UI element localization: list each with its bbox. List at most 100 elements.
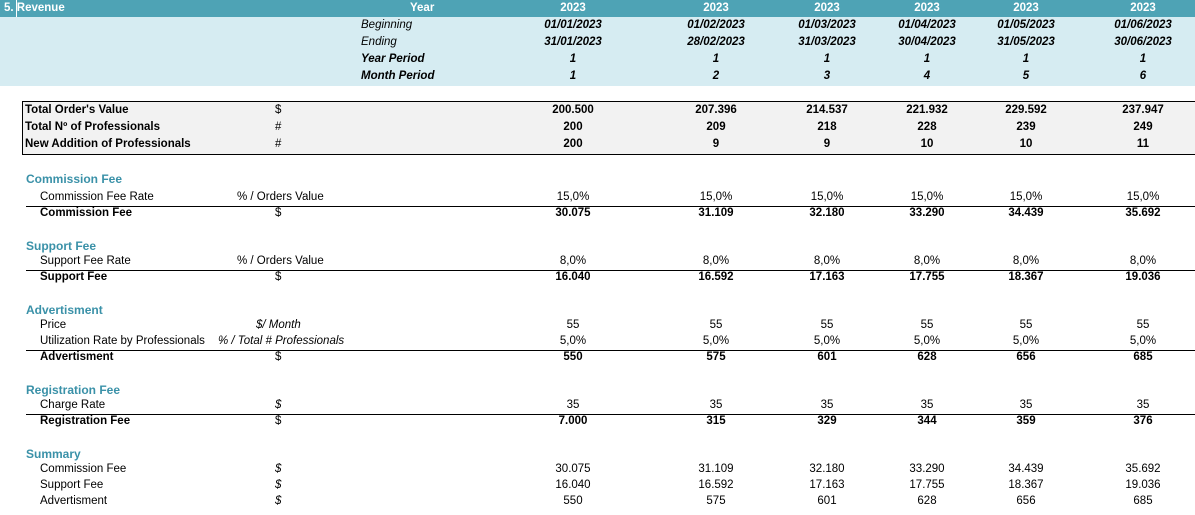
row-label: Commission Fee Rate bbox=[40, 191, 154, 203]
year-period-cell: 1 bbox=[569, 53, 577, 65]
total-value: 575 bbox=[706, 351, 726, 363]
totals-row-value: 218 bbox=[817, 121, 837, 133]
row-value: 5,0% bbox=[1129, 335, 1157, 347]
month-period-cell: 4 bbox=[923, 70, 931, 82]
summary-row-unit: $ bbox=[275, 463, 282, 475]
row-value: 5,0% bbox=[702, 335, 730, 347]
total-value: 601 bbox=[817, 351, 837, 363]
row-label: Price bbox=[40, 319, 67, 331]
summary-row-value: 33.290 bbox=[909, 463, 945, 475]
row-value: 35 bbox=[709, 399, 723, 411]
row-unit: $/ Month bbox=[256, 319, 301, 331]
month-period-label: Month Period bbox=[361, 70, 435, 82]
total-value: 16.040 bbox=[555, 271, 591, 283]
summary-row-value: 32.180 bbox=[809, 463, 845, 475]
row-value: 15,0% bbox=[1126, 191, 1160, 203]
totals-block bbox=[22, 101, 1195, 155]
row-value: 55 bbox=[820, 319, 834, 331]
summary-row-unit: $ bbox=[275, 495, 282, 507]
beginning-date-cell: 01/02/2023 bbox=[687, 19, 745, 31]
totals-row-value: 200 bbox=[563, 121, 583, 133]
summary-row-value: 656 bbox=[1016, 495, 1036, 507]
row-value: 15,0% bbox=[810, 191, 844, 203]
total-value: 35.692 bbox=[1125, 207, 1161, 219]
summary-row-label: Support Fee bbox=[40, 479, 104, 491]
section-total-rule bbox=[26, 414, 1195, 415]
row-value: 8,0% bbox=[559, 255, 587, 267]
year-period-cell: 1 bbox=[823, 53, 831, 65]
totals-row-value: 10 bbox=[920, 138, 934, 150]
row-value: 15,0% bbox=[910, 191, 944, 203]
beginning-label: Beginning bbox=[361, 19, 413, 31]
row-value: 5,0% bbox=[1012, 335, 1040, 347]
section-total-rule bbox=[26, 206, 1195, 207]
total-value: 376 bbox=[1133, 415, 1153, 427]
summary-row-unit: $ bbox=[275, 479, 282, 491]
row-value: 8,0% bbox=[1129, 255, 1157, 267]
totals-row-value: 214.537 bbox=[806, 104, 848, 116]
section-total-rule bbox=[26, 350, 1195, 351]
row-label: Support Fee Rate bbox=[40, 255, 131, 267]
totals-row-value: 228 bbox=[917, 121, 937, 133]
row-value: 15,0% bbox=[699, 191, 733, 203]
row-value: 35 bbox=[920, 399, 934, 411]
total-value: 19.036 bbox=[1125, 271, 1161, 283]
row-value: 55 bbox=[566, 319, 580, 331]
ending-date-cell: 30/04/2023 bbox=[898, 36, 956, 48]
summary-row-value: 601 bbox=[817, 495, 837, 507]
summary-row-value: 19.036 bbox=[1125, 479, 1161, 491]
section-heading: Advertisment bbox=[26, 303, 103, 317]
month-period-cell: 6 bbox=[1139, 70, 1147, 82]
year-cell: 2023 bbox=[1013, 2, 1039, 14]
section-total-rule bbox=[26, 270, 1195, 271]
total-value: 329 bbox=[817, 415, 837, 427]
totals-row-value: 11 bbox=[1136, 138, 1150, 150]
total-value: 34.439 bbox=[1008, 207, 1044, 219]
totals-row-value: 9 bbox=[823, 138, 831, 150]
summary-row-value: 685 bbox=[1133, 495, 1153, 507]
summary-row-value: 16.592 bbox=[698, 479, 734, 491]
summary-row-value: 30.075 bbox=[555, 463, 591, 475]
total-value: 32.180 bbox=[809, 207, 845, 219]
total-label: Advertisment bbox=[40, 351, 114, 363]
summary-row-label: Advertisment bbox=[40, 495, 108, 507]
month-period-cell: 2 bbox=[712, 70, 720, 82]
row-value: 35 bbox=[1136, 399, 1150, 411]
total-label: Registration Fee bbox=[40, 415, 131, 427]
summary-row-value: 34.439 bbox=[1008, 463, 1044, 475]
year-period-label: Year Period bbox=[361, 53, 425, 65]
row-value: 8,0% bbox=[1012, 255, 1040, 267]
header-separator bbox=[16, 0, 17, 17]
row-unit: % / Orders Value bbox=[237, 191, 324, 203]
total-value: 7.000 bbox=[558, 415, 588, 427]
ending-date-cell: 31/05/2023 bbox=[997, 36, 1055, 48]
row-label: Charge Rate bbox=[40, 399, 106, 411]
total-label: Support Fee bbox=[40, 271, 108, 283]
year-cell: 2023 bbox=[560, 2, 586, 14]
totals-row-value: 200.500 bbox=[552, 104, 594, 116]
total-value: 17.163 bbox=[809, 271, 845, 283]
year-period-cell: 1 bbox=[1022, 53, 1030, 65]
summary-row-value: 628 bbox=[917, 495, 937, 507]
total-value: 550 bbox=[563, 351, 583, 363]
ending-date-cell: 30/06/2023 bbox=[1114, 36, 1172, 48]
total-value: 685 bbox=[1133, 351, 1153, 363]
beginning-date-cell: 01/06/2023 bbox=[1114, 19, 1172, 31]
row-value: 15,0% bbox=[1009, 191, 1043, 203]
ending-label: Ending bbox=[361, 36, 397, 48]
totals-row-value: 207.396 bbox=[695, 104, 737, 116]
total-unit: $ bbox=[275, 207, 282, 219]
year-cell: 2023 bbox=[814, 2, 840, 14]
row-value: 55 bbox=[920, 319, 934, 331]
total-value: 344 bbox=[917, 415, 937, 427]
total-value: 18.367 bbox=[1008, 271, 1044, 283]
ending-date-cell: 31/03/2023 bbox=[798, 36, 856, 48]
total-unit: $ bbox=[275, 351, 282, 363]
year-period-cell: 1 bbox=[923, 53, 931, 65]
totals-row-value: 249 bbox=[1133, 121, 1153, 133]
totals-row-value: 209 bbox=[706, 121, 726, 133]
total-label: Commission Fee bbox=[40, 207, 133, 219]
totals-row-label: Total Nº of Professionals bbox=[25, 121, 160, 133]
beginning-date-cell: 01/03/2023 bbox=[798, 19, 856, 31]
ending-date-cell: 28/02/2023 bbox=[687, 36, 745, 48]
